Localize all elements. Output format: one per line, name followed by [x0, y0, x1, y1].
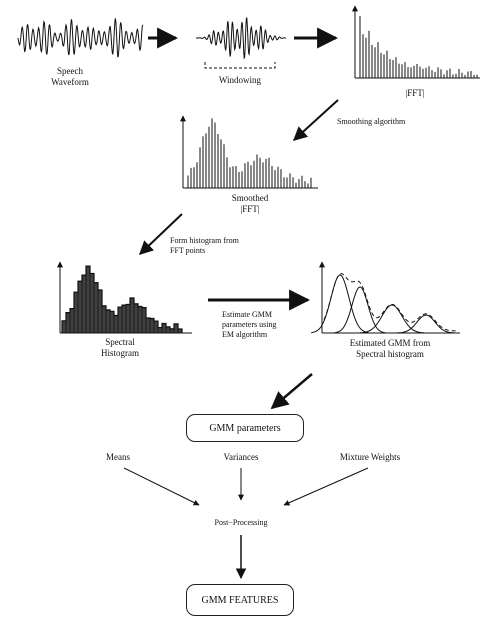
- arrow-means: [123, 467, 200, 506]
- smoothed-fft-graphic: [180, 115, 318, 189]
- spectral-histogram-label: Spectral Histogram: [80, 337, 160, 359]
- arrow-gmm-to-parameters: [270, 373, 313, 410]
- estimated-gmm-line2: Spectral histogram: [356, 349, 424, 359]
- smoothed-label-line2: |FFT|: [240, 204, 260, 214]
- windowing-label: Windowing: [218, 75, 262, 85]
- estimated-gmm-label: Estimated GMM from Spectral histogram: [330, 338, 450, 360]
- form-hist-line2: FFT points: [170, 246, 206, 255]
- gmm-parameters-box: GMM parameters: [186, 414, 304, 442]
- speech-label-line1: Speech: [57, 66, 83, 76]
- speech-waveform-graphic: [17, 18, 144, 58]
- spectral-histogram-graphic: [57, 261, 192, 334]
- post-processing-label: Post−Processing: [214, 518, 268, 527]
- speech-label-line2: Waveform: [51, 77, 89, 87]
- means-label: Means: [106, 452, 130, 462]
- smoothing-algorithm-label: Smoothing algorithm: [337, 117, 406, 126]
- fft-label: |FFT|: [405, 88, 425, 98]
- spectral-hist-line1: Spectral: [105, 337, 135, 347]
- form-histogram-label: Form histogram from FFT points: [170, 236, 239, 256]
- mixture-weights-label: Mixture Weights: [339, 452, 401, 462]
- spectral-hist-line2: Histogram: [101, 348, 139, 358]
- gmm-features-box: GMM FEATURES: [186, 584, 294, 616]
- estimate-gmm-line3: EM algorithm: [222, 330, 268, 339]
- estimate-gmm-label: Estimate GMM parameters using EM algorit…: [222, 310, 276, 340]
- smoothed-fft-label: Smoothed |FFT|: [210, 193, 290, 215]
- variances-label: Variances: [223, 452, 259, 462]
- speech-waveform-label: Speech Waveform: [30, 66, 110, 88]
- arrow-fft-to-smoothed: [292, 99, 339, 141]
- arrow-smoothed-to-histogram: [138, 213, 183, 255]
- smoothed-label-line1: Smoothed: [231, 193, 269, 203]
- estimate-gmm-line2: parameters using: [222, 320, 277, 329]
- estimated-gmm-line1: Estimated GMM from: [349, 338, 431, 348]
- form-hist-line1: Form histogram from: [170, 236, 239, 245]
- arrow-mixture-weights: [283, 467, 369, 506]
- estimated-gmm-graphic: [311, 261, 460, 334]
- estimate-gmm-line1: Estimate GMM: [222, 310, 272, 319]
- fft-spectrum-graphic: [352, 5, 480, 79]
- windowing-graphic: [196, 17, 286, 69]
